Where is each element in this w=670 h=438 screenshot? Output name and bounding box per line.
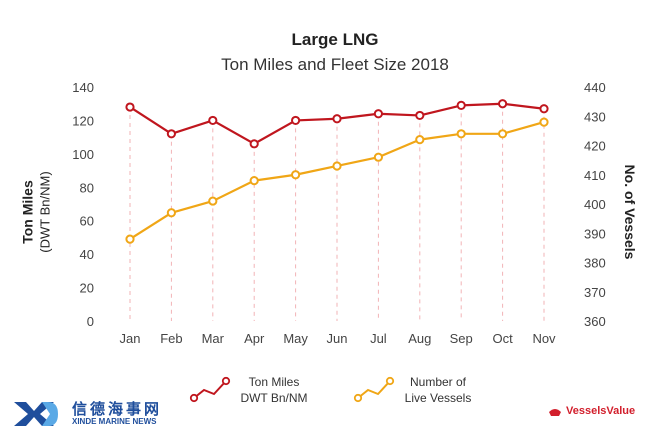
ton-miles-series-point-nov [539,104,549,114]
vesselsvalue-icon [549,409,561,416]
vessels-legend-label-line2: Live Vessels [405,391,472,405]
ton-miles-series-point-jun [332,114,342,124]
ton-miles-legend-swatch [193,380,227,399]
y-right-tick-label: 360 [584,314,606,329]
y-right-tick-label: 390 [584,226,606,241]
ton-miles-series-point-jul [373,109,383,119]
y-right-tick-label: 420 [584,139,606,154]
y-left-tick-label: 60 [80,214,94,229]
x-tick-label-jan: Jan [120,331,141,346]
y-right-tick-label: 400 [584,197,606,212]
y-right-tick-label: 410 [584,168,606,183]
ton-miles-series-point-feb [166,129,176,139]
watermark-cn-text: 信德海事网 [72,401,163,418]
watermark-en-text: XINDE MARINE NEWS [72,417,157,426]
vessels-series-point-mar [208,196,218,206]
vessels-legend-marker [353,393,363,403]
x-tick-label-jun: Jun [327,331,348,346]
y-left-tick-label: 140 [72,80,94,95]
ton-miles-series-point-aug [415,110,425,121]
xinde-watermark-logo: 信德海事网 XINDE MARINE NEWS [12,398,172,428]
ton-miles-series-point-may [291,115,301,126]
x-tick-label-feb: Feb [160,331,182,346]
y-left-tick-label: 0 [87,314,94,329]
ton-miles-series-point-sep [456,100,466,110]
y-right-tick-label: 430 [584,109,606,124]
vessels-series-point-jun [332,161,342,171]
x-tick-label-sep: Sep [450,331,473,346]
vessels-series-point-feb [166,208,176,218]
x-tick-label-jul: Jul [370,331,387,346]
vessels-series-point-jul [373,152,383,162]
vessels-series-point-apr [249,176,259,186]
ton-miles-series-point-oct [498,99,508,109]
ton-miles-series-point-mar [208,115,218,126]
vessels-series-point-jan [125,234,135,244]
vessels-legend-marker [385,376,395,386]
x-tick-label-mar: Mar [202,331,225,346]
vessels-series-line [129,121,545,241]
x-tick-label-nov: Nov [532,331,556,346]
x-tick-label-may: May [283,331,308,346]
x-tick-label-oct: Oct [492,331,513,346]
ton-miles-legend-label-line1: Ton Miles [249,375,300,389]
ton-miles-series-point-jan [125,102,135,112]
ton-miles-series-point-apr [249,139,259,149]
y-left-tick-label: 100 [72,147,94,162]
vessels-series-point-oct [498,129,508,139]
ton-miles-legend-label-line2: DWT Bn/NM [240,391,307,405]
chart-title: Large LNG [291,30,379,49]
x-tick-label-apr: Apr [244,331,265,346]
vessels-series-point-aug [415,135,425,145]
chart-subtitle: Ton Miles and Fleet Size 2018 [221,55,449,74]
vessels-legend-label-line1: Number of [410,375,467,389]
y-left-tick-label: 40 [80,247,94,262]
x-tick-label-aug: Aug [408,331,431,346]
vessels-legend-swatch [357,380,391,399]
vessels-series-point-sep [456,129,466,139]
vessels-series-point-nov [539,117,549,127]
vesselsvalue-text: VesselsValue [566,405,636,417]
vessels-series-point-may [291,170,301,180]
y-right-tick-label: 440 [584,80,606,95]
y-left-tick-label: 120 [72,113,94,128]
vesselsvalue-logo: VesselsValue [548,402,658,422]
ton-miles-legend-marker [189,393,199,403]
y-right-tick-label: 380 [584,256,606,271]
xinde-logo-icon [14,402,58,426]
ton-miles-legend-marker [221,376,231,386]
y-left-tick-label: 20 [80,281,94,296]
y-right-tick-label: 370 [584,285,606,300]
y-left-tick-label: 80 [80,180,94,195]
